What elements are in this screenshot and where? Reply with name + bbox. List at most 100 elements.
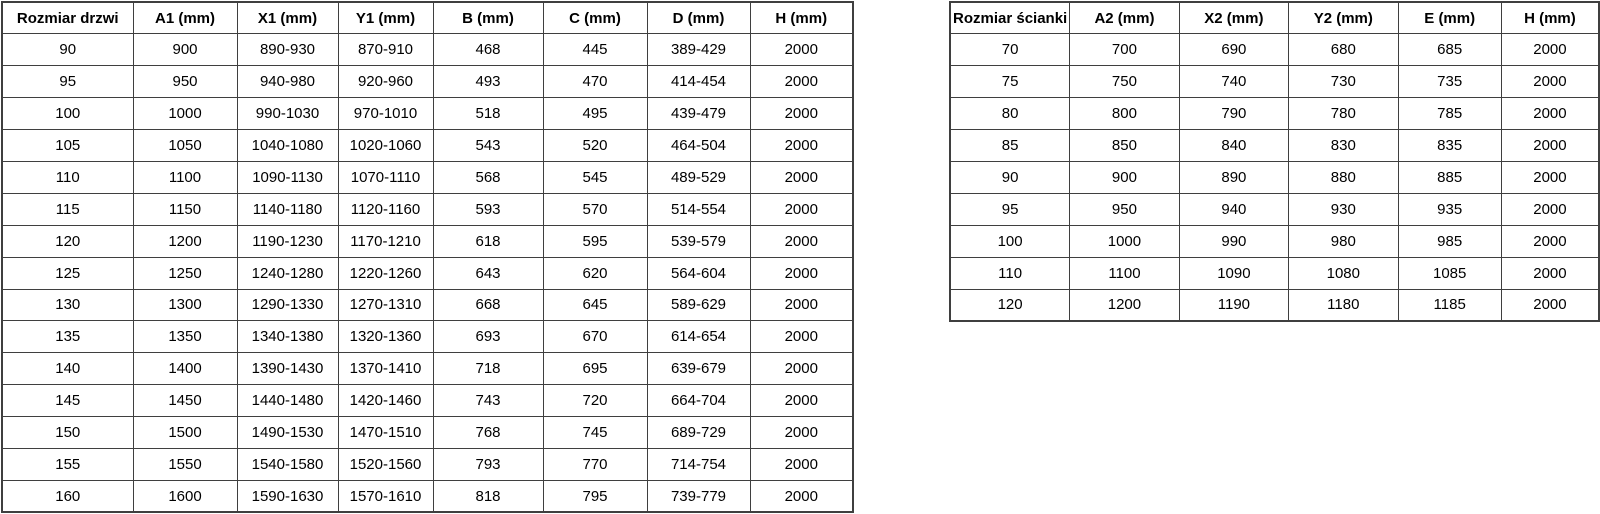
- table-cell: 2000: [749, 384, 854, 418]
- table-cell: 714-754: [646, 447, 751, 481]
- table-cell: 643: [432, 256, 544, 290]
- table-cell: 795: [542, 479, 648, 513]
- table-cell: 520: [542, 129, 648, 162]
- table-cell: 870-910: [337, 33, 434, 67]
- table-row: 90 900 890-930 870-910 468 445 389-429 2000: [1, 33, 854, 67]
- table-cell: 70: [949, 33, 1071, 67]
- table-cell: 1250: [132, 256, 238, 290]
- table-cell: 543: [432, 129, 544, 162]
- table-cell: 768: [432, 416, 544, 449]
- table-cell: 1150: [132, 192, 238, 226]
- table-row: 105 1050 1040-1080 1020-1060 543 520 464-504 20…: [1, 129, 854, 162]
- table-cell: 1080: [1288, 256, 1399, 290]
- table-cell: 2000: [749, 288, 854, 322]
- column-header: B (mm): [432, 1, 544, 35]
- table-cell: 2000: [749, 447, 854, 481]
- table-cell: 745: [542, 416, 648, 449]
- table-cell: 785: [1397, 97, 1502, 131]
- column-header: H (mm): [749, 1, 854, 35]
- table-cell: 1190-1230: [236, 224, 339, 258]
- table-cell: 2000: [749, 192, 854, 226]
- table-cell: 593: [432, 192, 544, 226]
- table-cell: 2000: [749, 129, 854, 162]
- table-cell: 990: [1178, 224, 1290, 258]
- column-header: A2 (mm): [1069, 1, 1180, 35]
- table-cell: 890-930: [236, 33, 339, 67]
- column-header: D (mm): [646, 1, 751, 35]
- table-cell: 1300: [132, 288, 238, 322]
- table-cell: 2000: [1500, 224, 1600, 258]
- table-cell: 718: [432, 352, 544, 386]
- table-row: 95 950 940-980 920-960 493 470 414-454 2000: [1, 65, 854, 99]
- table-cell: 1590-1630: [236, 479, 339, 513]
- table-row: 115 1150 1140-1180 1120-1160 593 570 514-554 20…: [1, 192, 854, 226]
- table-cell: 95: [949, 192, 1071, 226]
- column-header: H (mm): [1500, 1, 1600, 35]
- table-cell: 1020-1060: [337, 129, 434, 162]
- table-cell: 514-554: [646, 192, 751, 226]
- table-cell: 1240-1280: [236, 256, 339, 290]
- table-cell: 115: [1, 192, 134, 226]
- table-row: 75 750 740 730 735 2000: [949, 65, 1600, 99]
- table-cell: 689-729: [646, 416, 751, 449]
- table-cell: 489-529: [646, 160, 751, 194]
- table-cell: 850: [1069, 129, 1180, 162]
- door-size-table-header: Rozmiar drzwi A1 (mm) X1 (mm) Y1 (mm) B (mm)…: [1, 1, 854, 35]
- table-cell: 90: [949, 160, 1071, 194]
- table-cell: 75: [949, 65, 1071, 99]
- column-header: X2 (mm): [1178, 1, 1290, 35]
- table-cell: 1370-1410: [337, 352, 434, 386]
- table-cell: 1140-1180: [236, 192, 339, 226]
- table-cell: 464-504: [646, 129, 751, 162]
- table-cell: 1100: [1069, 256, 1180, 290]
- table-cell: 150: [1, 416, 134, 449]
- table-cell: 414-454: [646, 65, 751, 99]
- table-cell: 668: [432, 288, 544, 322]
- table-cell: 1520-1560: [337, 447, 434, 481]
- column-header: A1 (mm): [132, 1, 238, 35]
- table-cell: 1200: [132, 224, 238, 258]
- table-cell: 620: [542, 256, 648, 290]
- table-cell: 690: [1178, 33, 1290, 67]
- table-cell: 2000: [749, 97, 854, 131]
- table-row: 100 1000 990 980 985 2000: [949, 224, 1600, 258]
- table-cell: 1570-1610: [337, 479, 434, 513]
- table-cell: 664-704: [646, 384, 751, 418]
- wall-size-table-body: 70 700 690 680 685 2000 75 750 740 730 735 2000 80 80…: [949, 33, 1600, 322]
- table-cell: 930: [1288, 192, 1399, 226]
- table-cell: 2000: [1500, 97, 1600, 131]
- table-cell: 125: [1, 256, 134, 290]
- table-cell: 1400: [132, 352, 238, 386]
- table-cell: 493: [432, 65, 544, 99]
- table-cell: 1540-1580: [236, 447, 339, 481]
- table-cell: 1180: [1288, 288, 1399, 322]
- table-cell: 920-960: [337, 65, 434, 99]
- table-cell: 695: [542, 352, 648, 386]
- table-cell: 990-1030: [236, 97, 339, 131]
- table-cell: 1000: [1069, 224, 1180, 258]
- table-cell: 950: [132, 65, 238, 99]
- table-cell: 2000: [749, 479, 854, 513]
- table-cell: 739-779: [646, 479, 751, 513]
- table-row: 135 1350 1340-1380 1320-1360 693 670 614-654 20…: [1, 320, 854, 354]
- table-cell: 730: [1288, 65, 1399, 99]
- table-cell: 940: [1178, 192, 1290, 226]
- table-cell: 840: [1178, 129, 1290, 162]
- table-cell: 2000: [749, 65, 854, 99]
- table-cell: 2000: [749, 33, 854, 67]
- table-cell: 685: [1397, 33, 1502, 67]
- table-cell: 85: [949, 129, 1071, 162]
- table-cell: 1040-1080: [236, 129, 339, 162]
- table-cell: 670: [542, 320, 648, 354]
- table-cell: 130: [1, 288, 134, 322]
- table-cell: 2000: [1500, 160, 1600, 194]
- table-cell: 1290-1330: [236, 288, 339, 322]
- table-cell: 645: [542, 288, 648, 322]
- table-cell: 135: [1, 320, 134, 354]
- table-cell: 980: [1288, 224, 1399, 258]
- table-cell: 470: [542, 65, 648, 99]
- table-cell: 439-479: [646, 97, 751, 131]
- table-cell: 495: [542, 97, 648, 131]
- table-cell: 770: [542, 447, 648, 481]
